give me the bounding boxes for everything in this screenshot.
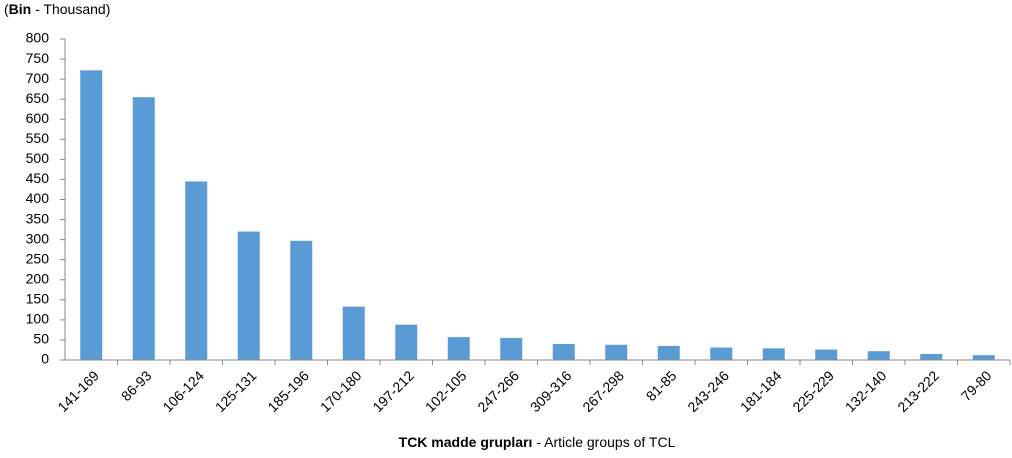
y-label-part: ( <box>4 1 9 17</box>
y-tick-label: 600 <box>26 110 50 126</box>
bar <box>290 240 313 360</box>
y-label-part: Bin <box>9 1 32 17</box>
y-tick-label: 0 <box>41 351 49 367</box>
x-tick-label: 170-180 <box>317 367 365 415</box>
y-tick-label: 150 <box>26 291 50 307</box>
bar <box>972 355 995 360</box>
x-tick-label: 247-266 <box>474 367 522 415</box>
bar <box>605 344 628 360</box>
x-tick-label: 86-93 <box>118 367 155 404</box>
x-tick-label: 309-316 <box>527 367 575 415</box>
x-tick-label: 102-105 <box>422 367 470 415</box>
y-tick-label: 450 <box>26 170 50 186</box>
y-tick-label: 800 <box>26 30 50 46</box>
x-tick-label: 185-196 <box>264 367 312 415</box>
y-tick-label: 50 <box>33 331 49 347</box>
bar <box>185 181 208 360</box>
bar <box>132 97 155 361</box>
x-tick-label: 225-229 <box>789 367 837 415</box>
bar <box>237 231 260 360</box>
x-tick-label: 79-80 <box>958 367 995 404</box>
y-label-part: - Thousand) <box>31 1 110 17</box>
x-tick-label: 106-124 <box>159 367 207 415</box>
y-tick-label: 750 <box>26 50 50 66</box>
y-tick-label: 500 <box>26 150 50 166</box>
bar <box>867 351 890 360</box>
x-tick-label: 197-212 <box>369 367 417 415</box>
y-axis-label: (Bin - Thousand) <box>4 1 110 17</box>
bar <box>657 345 680 360</box>
x-axis-label: TCK madde grupları - Article groups of T… <box>399 434 676 450</box>
x-tick-label: 125-131 <box>212 367 260 415</box>
y-tick-label: 700 <box>26 70 50 86</box>
x-tick-label: 81-85 <box>643 367 680 404</box>
x-tick-label: 213-222 <box>894 367 942 415</box>
y-tick-label: 100 <box>26 311 50 327</box>
y-tick-label: 350 <box>26 210 50 226</box>
bar <box>342 306 365 360</box>
bar <box>552 343 575 360</box>
y-tick-label: 550 <box>26 130 50 146</box>
bar <box>395 324 418 360</box>
x-label-part: TCK madde grupları <box>399 434 533 450</box>
x-tick-label: 267-298 <box>579 367 627 415</box>
x-label-part: - Article groups of TCL <box>532 434 675 450</box>
x-tick-label: 181-184 <box>737 367 785 415</box>
bar <box>710 347 733 360</box>
y-tick-label: 300 <box>26 230 50 246</box>
y-tick-label: 650 <box>26 90 50 106</box>
bar <box>500 337 523 360</box>
x-tick-label: 132-140 <box>842 367 890 415</box>
y-tick-label: 400 <box>26 190 50 206</box>
bar <box>762 348 785 360</box>
x-tick-label: 141-169 <box>54 367 102 415</box>
bar <box>447 337 470 360</box>
y-tick-label: 250 <box>26 250 50 266</box>
y-tick-label: 200 <box>26 270 50 286</box>
x-tick-label: 243-246 <box>684 367 732 415</box>
bar <box>80 70 103 361</box>
bar <box>920 353 943 360</box>
bar <box>815 349 838 360</box>
